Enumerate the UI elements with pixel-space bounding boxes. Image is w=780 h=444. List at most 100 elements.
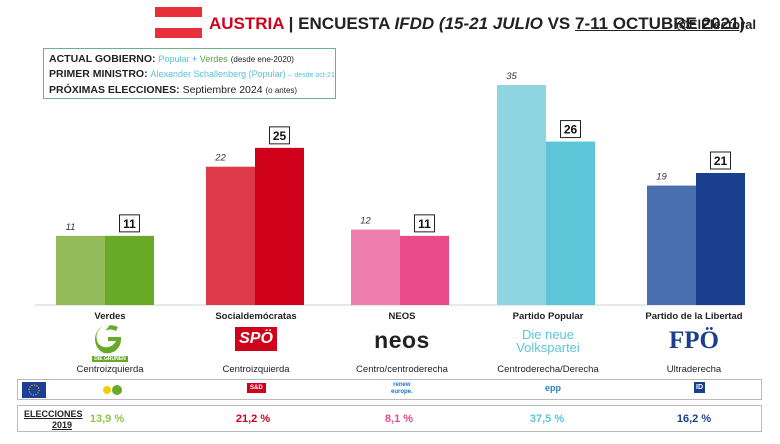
- title-close: ): [739, 14, 746, 33]
- elecciones-label: PRÓXIMAS ELECCIONES:: [49, 84, 180, 96]
- flag-stripe-middle: [155, 17, 202, 28]
- gobierno-party-2: Verdes: [199, 54, 228, 64]
- spoe-logo-text: SPÖ: [235, 327, 277, 351]
- party-ideology: Centroizquierda: [222, 364, 290, 375]
- bar-previous: [647, 185, 696, 305]
- party-name: Socialdemócratas: [215, 311, 297, 322]
- s-and-d-icon: S&D: [247, 383, 266, 393]
- id-group-text: ID: [694, 382, 705, 393]
- fpoe-logo-text: FPÖ: [669, 327, 719, 354]
- value-label-current: 21: [714, 154, 728, 168]
- period-old: (15-21 JULIO: [438, 14, 543, 33]
- elections-year: 2019: [52, 420, 73, 430]
- value-label-previous: 22: [214, 153, 226, 164]
- election-2019-value: 8,1 %: [384, 413, 414, 425]
- flag-stripe-bottom: [155, 27, 202, 38]
- value-label-previous: 35: [506, 71, 517, 82]
- renew-text: renew: [393, 382, 411, 388]
- elections-2019-row: ELECCIONES 2019 13,9 % 21,2 % 8,1 % 37,5 % 1…: [17, 405, 762, 432]
- elecciones-note: (o antes): [265, 86, 298, 95]
- eu-flag-svg: [22, 382, 46, 398]
- green-group-svg: [103, 385, 122, 395]
- bars-group: 11 11 22 25 12 11 35 26 19 21: [56, 71, 745, 305]
- info-elecciones-row: PRÓXIMAS ELECCIONES: Septiembre 2024 (o …: [49, 83, 330, 98]
- pollster-name: IFDD: [394, 14, 435, 33]
- election-2019-value: 37,5 %: [529, 413, 565, 425]
- bar-current: [105, 235, 154, 305]
- title-vs: VS: [542, 14, 575, 33]
- bar-current: [255, 147, 304, 305]
- government-info-box: ACTUAL GOBIERNO: Popular + Verdes (desde…: [43, 48, 336, 99]
- fpoe-logo: FPÖ: [624, 327, 764, 355]
- country-name: AUSTRIA: [209, 14, 284, 33]
- austria-flag: [155, 7, 202, 38]
- gobierno-party-1: Popular: [158, 54, 190, 64]
- europe-text: europe.: [391, 389, 413, 395]
- gruene-logo-icon: [95, 325, 122, 354]
- gruene-logo-text: DIE GRÜNEN: [92, 356, 128, 362]
- neos-logo-text: neos: [374, 327, 430, 353]
- oevp-logo-line1: Die neue: [521, 327, 575, 342]
- spoe-logo: SPÖ: [186, 327, 326, 351]
- bar-current: [400, 235, 449, 305]
- party-ideology: Ultraderecha: [666, 364, 722, 375]
- gobierno-plus: +: [189, 54, 200, 64]
- bar-previous: [497, 85, 546, 305]
- party-name: Partido Popular: [512, 311, 584, 322]
- info-pm-row: PRIMER MINISTRO: Alexander Schallenberg …: [49, 67, 335, 83]
- epp-text: epp: [545, 383, 562, 393]
- bar-previous: [206, 166, 255, 305]
- pm-label: PRIMER MINISTRO:: [49, 68, 148, 80]
- green-group-icon: [102, 383, 124, 399]
- info-gobierno-row: ACTUAL GOBIERNO: Popular + Verdes (desde…: [49, 52, 330, 67]
- value-box-current: [269, 126, 290, 145]
- pm-value: Alexander Schallenberg (Popular): [150, 69, 286, 79]
- id-group-icon: ID: [694, 382, 705, 393]
- value-label-previous: 11: [66, 222, 76, 233]
- s-and-d-text: S&D: [247, 383, 266, 393]
- flag-stripe-top: [155, 7, 202, 18]
- value-label-previous: 12: [360, 216, 371, 227]
- period-new: 7-11 OCTUBRE 2021: [574, 14, 740, 33]
- party-ideology: Centro/centroderecha: [356, 364, 448, 375]
- epp-icon: epp: [545, 383, 561, 393]
- value-label-current: 26: [564, 123, 578, 137]
- bar-current: [546, 141, 595, 305]
- value-box-current: [560, 120, 581, 139]
- pm-since: – desde oct-21: [288, 72, 335, 79]
- gobierno-label: ACTUAL GOBIERNO:: [49, 53, 156, 65]
- oevp-logo-line2: Volkspartei: [516, 340, 580, 355]
- value-box-current: [119, 214, 140, 233]
- value-label-current: 11: [123, 217, 136, 231]
- gruene-logo: DIE GRÜNEN: [40, 323, 180, 362]
- neos-logo: neos: [332, 327, 472, 354]
- elections-label: ELECCIONES: [24, 409, 83, 419]
- gobierno-since: (desde ene-2020): [230, 55, 294, 64]
- title-separator: |: [288, 14, 294, 33]
- page-title: AUSTRIA | ENCUESTA IFDD (15-21 JULIO VS …: [209, 14, 745, 34]
- party-ideology: Centroizquierda: [76, 364, 144, 375]
- bar-previous: [56, 235, 105, 305]
- value-box-current: [710, 151, 731, 170]
- twitter-handle: @ElElectoral: [676, 17, 756, 32]
- party-ideology: Centroderecha/Derecha: [497, 364, 599, 375]
- election-2019-value: 16,2 %: [676, 413, 712, 425]
- election-2019-value: 21,2 %: [235, 413, 271, 425]
- party-name: NEOS: [388, 311, 416, 322]
- value-label-current: 25: [273, 129, 287, 143]
- elecciones-value: Septiembre 2024: [182, 84, 263, 96]
- eu-groups-row: S&D renew europe. epp ID: [17, 379, 762, 400]
- election-2019-value: 13,9 %: [89, 413, 125, 425]
- eu-flag-icon: [22, 382, 46, 400]
- value-label-current: 11: [418, 217, 431, 231]
- renew-europe-icon: renew europe.: [391, 382, 413, 396]
- party-name: Verdes: [94, 311, 126, 322]
- bar-current: [696, 173, 745, 305]
- title-encuesta: ENCUESTA: [298, 14, 395, 33]
- value-box-current: [414, 214, 435, 233]
- oevp-logo: Die neue Volkspartei: [478, 328, 618, 354]
- party-name: Partido de la Libertad: [645, 311, 743, 322]
- bar-previous: [351, 229, 400, 305]
- value-label-previous: 19: [656, 172, 667, 183]
